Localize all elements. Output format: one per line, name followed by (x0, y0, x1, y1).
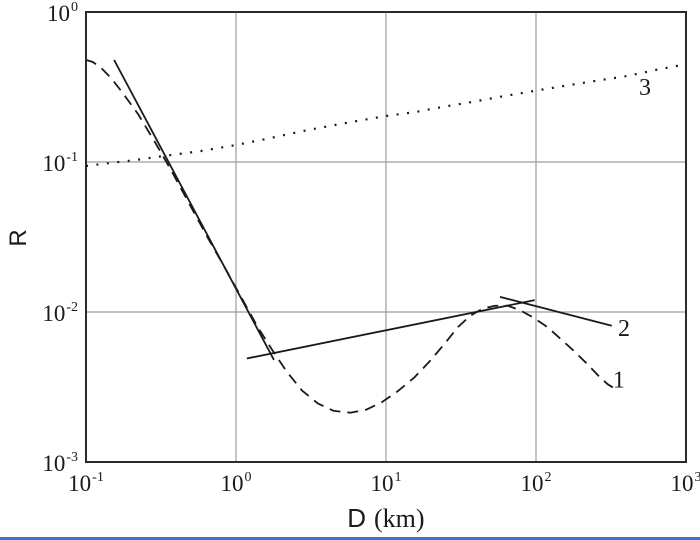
y-axis-tick-label: 10-2 (42, 300, 78, 326)
y-axis-tick-label: 10-3 (42, 450, 78, 476)
x-axis-tick-label: 10-1 (68, 470, 104, 496)
curves-layer: 1 2 3 (85, 59, 687, 414)
plot-frame-layer (85, 11, 687, 463)
x-axis-tick-label: 101 (371, 470, 402, 496)
bottom-border-line (0, 537, 700, 540)
curve-label-3: 3 (639, 75, 651, 101)
curve-label-1: 1 (613, 367, 625, 393)
x-axis-title-variable: D (347, 503, 366, 533)
x-axis-tick-label: 103 (671, 470, 700, 496)
gridlines-layer (86, 12, 686, 462)
tick-labels-layer: 10-1 100 101 102 103 100 10-1 10-2 10-3 (42, 0, 700, 496)
curve-2-solid-segment (113, 59, 275, 361)
x-axis-title-unit: (km) (374, 504, 425, 533)
plot-frame (85, 11, 687, 463)
curve-3-dotted (85, 63, 687, 168)
x-axis-tick-label: 100 (221, 470, 252, 496)
y-axis-tick-label: 10-1 (42, 150, 78, 176)
curve-label-2: 2 (618, 316, 630, 342)
y-axis-title: R (5, 229, 32, 246)
curve-2-solid-segment (499, 296, 613, 327)
x-axis-tick-label: 102 (521, 470, 552, 496)
curve-2-solid-segment (246, 299, 535, 360)
y-axis-tick-label: 100 (47, 0, 78, 26)
curve-1-dashed (85, 59, 615, 414)
